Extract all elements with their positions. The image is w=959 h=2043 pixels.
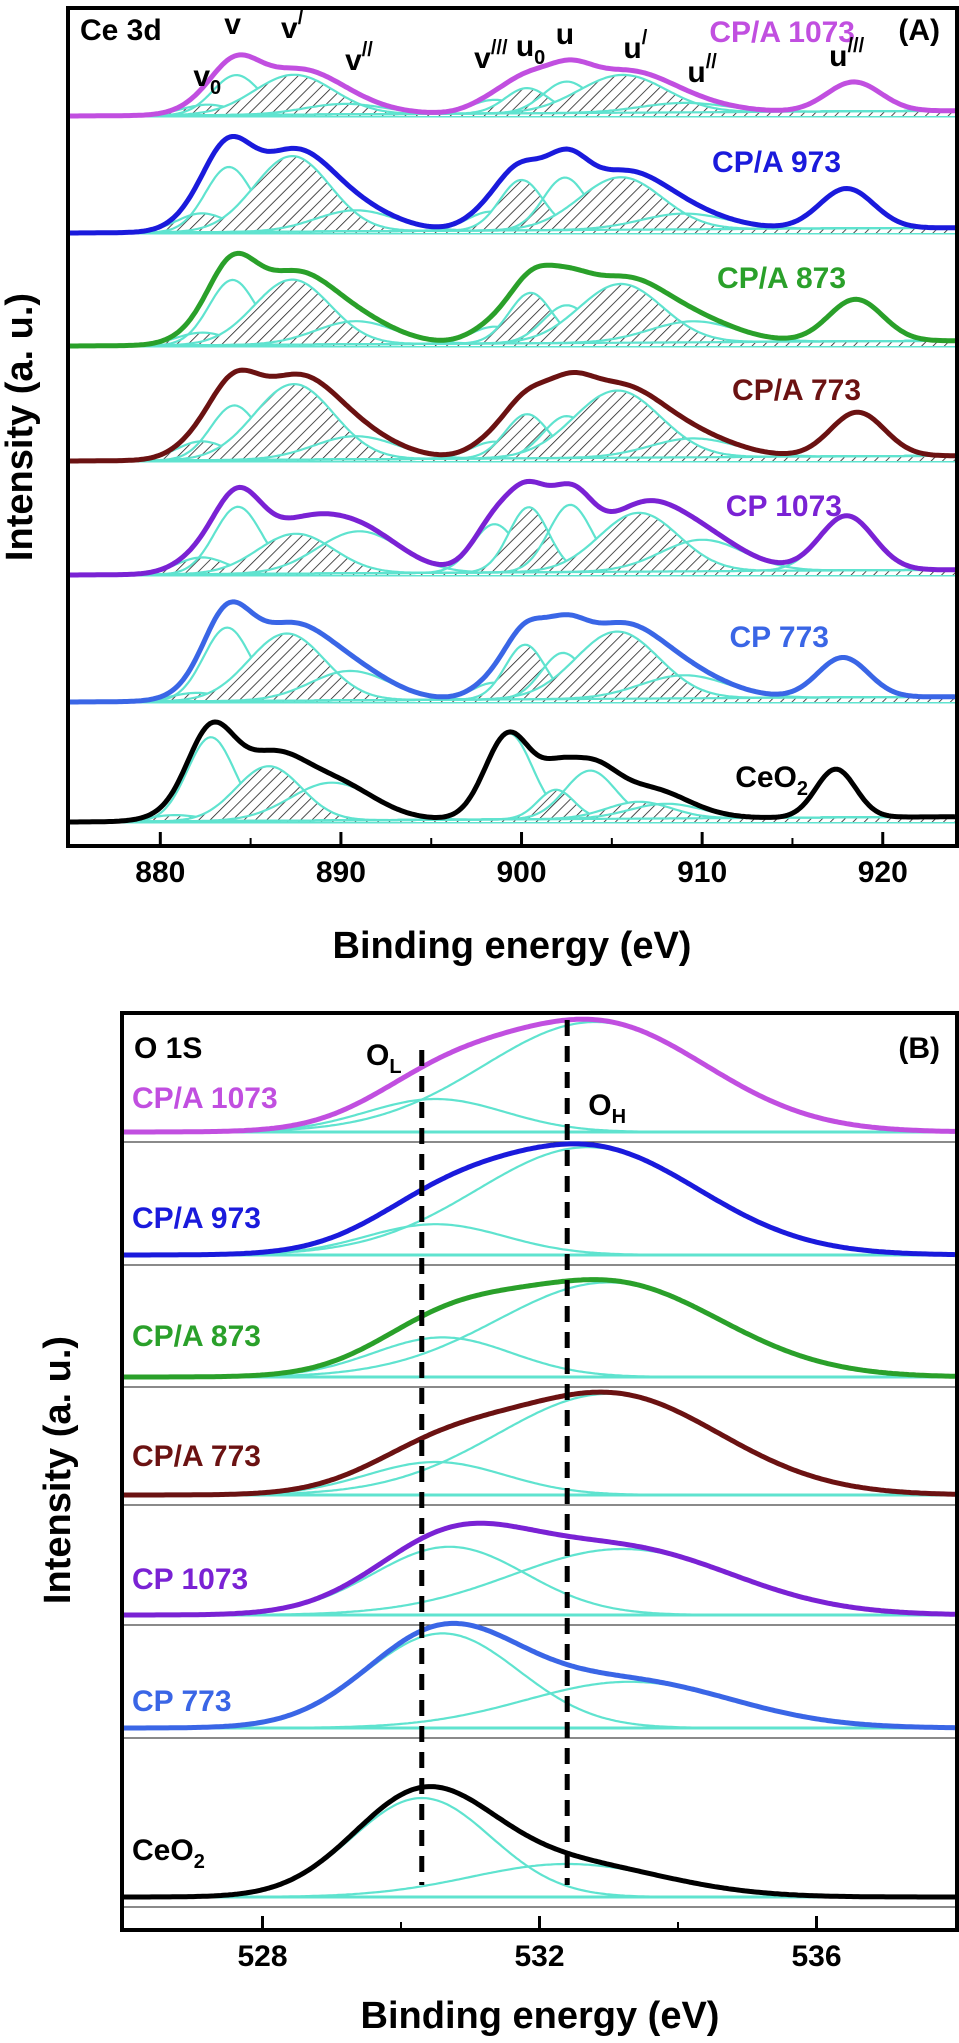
panel-a-fit-component xyxy=(70,765,955,824)
panel-b-reference-label: OH xyxy=(588,1089,626,1128)
panel-a-hatched-component xyxy=(70,533,955,575)
panel-b-series-label: CeO2 xyxy=(132,1834,205,1873)
panel-b-trace-cp-1073: CP 1073 xyxy=(123,1520,956,1626)
panel-a-series-label: CP/A 1073 xyxy=(709,16,855,49)
panel-a-hatched-component xyxy=(70,414,955,461)
panel-b-envelope-cp-1073 xyxy=(123,1520,956,1618)
panel-a-region-label: Ce 3d xyxy=(80,14,162,47)
panel-a-x-axis-title: Binding energy (eV) xyxy=(333,925,692,967)
panel-a-hatched-component xyxy=(70,766,955,822)
panel-b-frame xyxy=(120,1011,959,1932)
panel-b-envelope-cp-a-773 xyxy=(123,1389,956,1498)
panel-b-trace-cp-773: CP 773 xyxy=(123,1620,956,1739)
panel-a-peak-label: v/// xyxy=(474,37,508,75)
panel-b-trace-ceo2: CeO2 xyxy=(123,1784,956,1908)
panel-a-trace-cp-a-973: CP/A 973 xyxy=(70,134,956,236)
panel-b-series-label: CP/A 1073 xyxy=(132,1082,278,1115)
panel-a-hatched-component xyxy=(70,88,955,116)
panel-a-hatched-component xyxy=(70,279,955,346)
panel-b-series-label: CP/A 773 xyxy=(132,1440,261,1473)
panel-a-x-tick-label: 890 xyxy=(316,856,366,889)
panel-a-peak-label: u// xyxy=(687,51,717,89)
panel-a-envelope-cp-a-873 xyxy=(70,250,955,349)
panel-a-peak-label: v xyxy=(224,8,241,41)
panel-a-hatched-component xyxy=(70,644,955,702)
panel-a-hatched-component xyxy=(70,384,955,461)
panel-b-series-label: CP 773 xyxy=(132,1685,232,1718)
panel-a-trace-cp-1073: CP 1073 xyxy=(70,478,956,578)
panel-a-peak-label: v// xyxy=(345,39,373,77)
panel-a-envelope-ceo2 xyxy=(70,719,956,825)
panel-b-fit-component xyxy=(124,1632,955,1730)
panel-a-series-label: CP/A 873 xyxy=(717,262,846,295)
panel-a-trace-ceo2: CeO2 xyxy=(70,719,956,825)
panel-a-x-tick-label: 880 xyxy=(135,856,185,889)
panel-a-plot-area: CP/A 1073 CP/A 973 CP/A 873 CP/A 773 CP 1073… xyxy=(70,16,956,825)
panel-b-trace-cp-a-773: CP/A 773 xyxy=(123,1389,956,1506)
panel-b-envelope-cp-a-873 xyxy=(123,1277,956,1380)
panel-a-peak-label: u xyxy=(556,18,574,51)
panel-b-region-label: O 1S xyxy=(134,1032,202,1065)
panel-b-trace-cp-a-873: CP/A 873 xyxy=(123,1277,956,1388)
panel-b-reference-label: OL xyxy=(366,1039,402,1078)
panel-a-hatched-component xyxy=(70,292,955,346)
panel-a-peak-label: v0 xyxy=(193,60,221,99)
panel-a-trace-cp-a-1073: CP/A 1073 xyxy=(70,16,956,119)
panel-a-peak-label: v/ xyxy=(281,7,304,45)
panel-a-trace-cp-773: CP 773 xyxy=(70,599,956,705)
panel-b-x-tick-label: 532 xyxy=(514,1940,564,1973)
panel-b-fit-component xyxy=(124,1020,955,1134)
panel-b-plot-area: CP/A 1073 CP/A 973 CP/A 873 CP/A 773 CP 1073… xyxy=(123,1016,956,1908)
panel-a-series-label: CP 1073 xyxy=(726,490,842,523)
panel-a-frame xyxy=(66,6,959,848)
panel-b-trace-cp-a-1073: CP/A 1073 xyxy=(123,1016,956,1143)
panel-a-x-axis: 880 890 900 910 920 xyxy=(135,832,908,889)
panel-a-series-label: CP/A 773 xyxy=(732,374,861,407)
panel-a-hatched-component xyxy=(70,801,955,822)
panel-a-hatched-component xyxy=(70,633,955,702)
panel-a-hatched-component xyxy=(70,74,955,116)
panel-a-envelope-cp-1073 xyxy=(70,478,955,578)
panel-a-envelope-cp-a-973 xyxy=(70,134,955,236)
panel-a-x-tick-label: 900 xyxy=(496,856,546,889)
panel-a-hatched-component xyxy=(70,156,955,233)
panel-a-peak-label: u0 xyxy=(516,30,545,69)
panel-b-x-tick-label: 536 xyxy=(791,1940,841,1973)
panel-b-series-label: CP/A 873 xyxy=(132,1320,261,1353)
panel-b-o1s: CP/A 1073 CP/A 973 CP/A 873 CP/A 773 CP 1073… xyxy=(37,1011,959,2037)
panel-a-ce3d: CP/A 1073 CP/A 973 CP/A 873 CP/A 773 CP 1073… xyxy=(0,6,959,967)
panel-b-y-axis-title: Intensity (a. u.) xyxy=(37,1336,79,1604)
panel-b-envelope-cp-773 xyxy=(123,1620,956,1731)
panel-b-panel-label: (B) xyxy=(898,1032,940,1065)
panel-a-panel-label: (A) xyxy=(898,14,940,47)
panel-b-series-label: CP 1073 xyxy=(132,1563,248,1596)
panel-b-envelope-cp-a-973 xyxy=(123,1141,956,1258)
panel-a-x-tick-label: 910 xyxy=(677,856,727,889)
panel-a-series-label: CP 773 xyxy=(729,621,829,654)
panel-b-x-axis-title: Binding energy (eV) xyxy=(361,1995,720,2037)
panel-a-peak-label: u/// xyxy=(829,35,864,73)
panel-a-envelope-cp-773 xyxy=(70,599,956,705)
panel-b-series-label: CP/A 973 xyxy=(132,1202,261,1235)
panel-a-series-label: CeO2 xyxy=(735,761,808,800)
panel-a-envelope-cp-a-1073 xyxy=(70,52,955,119)
panel-b-envelope-ceo2 xyxy=(123,1784,956,1900)
panel-a-series-label: CP/A 973 xyxy=(712,146,841,179)
panel-a-hatched-component xyxy=(70,507,955,575)
panel-b-fit-component xyxy=(124,1796,955,1899)
panel-b-x-axis: 528 532 536 xyxy=(237,1916,842,1973)
panel-b-envelope-cp-a-1073 xyxy=(123,1016,956,1135)
panel-a-trace-cp-a-873: CP/A 873 xyxy=(70,250,956,349)
panel-a-hatched-component xyxy=(70,180,955,233)
panel-a-y-axis-title: Intensity (a. u.) xyxy=(0,293,41,561)
panel-b-x-tick-label: 528 xyxy=(237,1940,287,1973)
panel-b-trace-cp-a-973: CP/A 973 xyxy=(123,1141,956,1266)
panel-a-peak-label: u/ xyxy=(623,27,647,65)
panel-a-envelope-cp-a-773 xyxy=(70,367,955,464)
panel-a-x-tick-label: 920 xyxy=(858,856,908,889)
panel-a-trace-cp-a-773: CP/A 773 xyxy=(70,367,956,464)
